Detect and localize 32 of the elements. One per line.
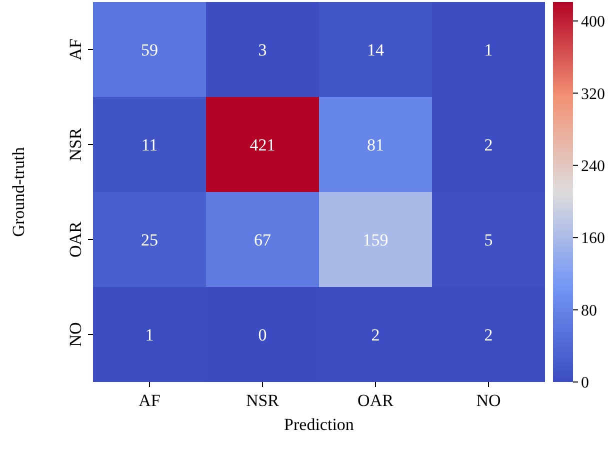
data-label: 25 xyxy=(141,230,158,250)
data-label: 67 xyxy=(254,230,272,250)
data-label: 5 xyxy=(484,230,493,250)
data-label: 1 xyxy=(484,40,493,60)
x-tick-label: NO xyxy=(476,391,501,410)
y-axis-title: Ground-truth xyxy=(9,146,28,237)
data-label: 1 xyxy=(145,325,154,344)
data-label: 0 xyxy=(258,325,267,344)
color-bar-label: 160 xyxy=(581,230,605,248)
x-axis-title: Prediction xyxy=(284,415,354,434)
x-tick-label: NSR xyxy=(246,391,280,410)
data-label: 14 xyxy=(367,40,384,60)
data-label: 11 xyxy=(141,135,158,154)
data-label: 59 xyxy=(141,40,158,60)
y-tick-label: AF xyxy=(66,38,85,60)
x-tick-label: AF xyxy=(138,391,160,410)
data-label: 2 xyxy=(371,325,380,344)
color-bar-label: 80 xyxy=(581,302,597,320)
data-label: 2 xyxy=(484,135,493,154)
color-bar-label: 400 xyxy=(581,14,605,31)
data-label: 2 xyxy=(484,325,493,344)
color-bar-label: 320 xyxy=(581,86,605,103)
data-label: 81 xyxy=(367,135,384,154)
data-label: 159 xyxy=(362,230,388,250)
data-label: 3 xyxy=(258,40,267,60)
y-tick-label: OAR xyxy=(66,220,85,258)
color-bar-label: 0 xyxy=(581,374,589,392)
y-tick-label: NO xyxy=(66,322,85,347)
color-bar-label: 240 xyxy=(581,158,605,175)
y-tick-label: NSR xyxy=(66,127,85,162)
x-tick-label: OAR xyxy=(358,391,394,410)
data-label: 421 xyxy=(250,135,276,154)
